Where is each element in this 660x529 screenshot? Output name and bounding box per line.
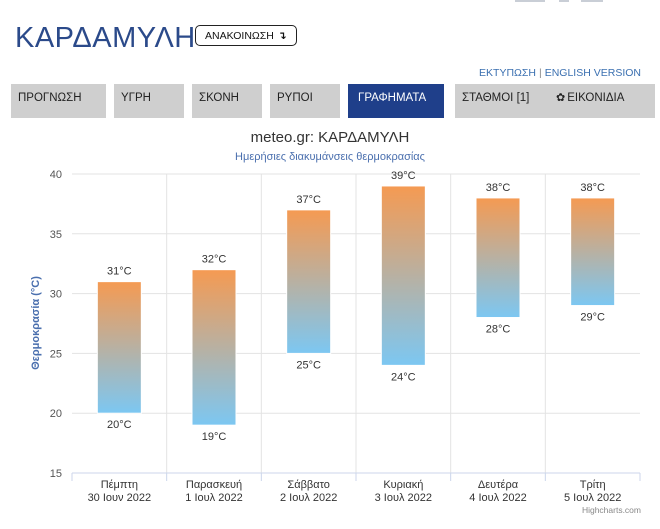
- y-tick-label: 20: [50, 408, 62, 420]
- page-title: ΚΑΡΔΑΜΥΛΗ: [15, 22, 196, 54]
- y-tick-label: 35: [50, 229, 62, 241]
- x-tick-label-date: 30 Ιουν 2022: [88, 492, 152, 504]
- tab-pollutants[interactable]: ΡΥΠΟΙ: [270, 84, 340, 118]
- down-arrow-icon: ↴: [277, 30, 287, 42]
- nav-tabs: ΠΡΟΓΝΩΣΗ ΥΓΡΗ ΣΚΟΝΗ ΡΥΠΟΙ ΓΡΑΦΗΜΑΤΑ ΣΤΑΘ…: [11, 84, 660, 118]
- min-temp-label: 19°C: [202, 431, 227, 443]
- print-link[interactable]: ΕΚΤΥΠΩΣΗ: [479, 67, 536, 79]
- x-tick-label-day: Δευτέρα: [478, 479, 519, 491]
- x-tick-label-date: 5 Ιουλ 2022: [564, 492, 621, 504]
- tab-dust[interactable]: ΣΚΟΝΗ: [192, 84, 262, 118]
- chart-subtitle: Ημερήσιες διακυμάνσεις θερμοκρασίας: [235, 151, 425, 163]
- x-tick-label-day: Κυριακή: [383, 479, 423, 491]
- y-tick-label: 15: [50, 468, 62, 480]
- max-temp-label: 39°C: [391, 170, 416, 182]
- min-temp-label: 24°C: [391, 371, 416, 383]
- tab-label: ΠΡΟΓΝΩΣΗ: [18, 92, 82, 104]
- temperature-range-bar: [96, 281, 142, 414]
- x-tick-label-day: Πέμπτη: [101, 479, 138, 491]
- tab-label: ΣΚΟΝΗ: [199, 92, 239, 104]
- announcement-button[interactable]: ΑΝΑΚΟΙΝΩΣΗ ↴: [195, 25, 297, 46]
- min-temp-label: 25°C: [296, 359, 321, 371]
- temperature-range-bar: [191, 269, 237, 426]
- tab-label: ΓΡΑΦΗΜΑΤΑ: [358, 92, 427, 104]
- tab-forecast[interactable]: ΠΡΟΓΝΩΣΗ: [11, 84, 106, 118]
- temperature-range-bar: [380, 185, 426, 366]
- x-tick-label-day: Παρασκευή: [186, 479, 242, 491]
- max-temp-label: 38°C: [486, 182, 511, 194]
- max-temp-label: 38°C: [580, 182, 605, 194]
- tab-stations[interactable]: ΣΤΑΘΜΟΙ [1]: [455, 84, 552, 118]
- x-tick-label-day: Τρίτη: [580, 479, 606, 491]
- english-version-link[interactable]: ENGLISH VERSION: [544, 67, 641, 79]
- x-tick-label-date: 4 Ιουλ 2022: [469, 492, 526, 504]
- chart-title: meteo.gr: ΚΑΡΔΑΜΥΛΗ: [251, 129, 410, 146]
- y-tick-label: 30: [50, 289, 62, 301]
- max-temp-label: 32°C: [202, 254, 227, 266]
- max-temp-label: 31°C: [107, 266, 132, 278]
- temperature-range-bar: [475, 197, 521, 319]
- tab-icons[interactable]: ✿ ΕΙΚΟΝΙΔΙΑ: [549, 84, 655, 118]
- x-tick-label-date: 3 Ιουλ 2022: [375, 492, 432, 504]
- min-temp-label: 20°C: [107, 419, 132, 431]
- top-links: ΕΚΤΥΠΩΣΗ | ENGLISH VERSION: [479, 67, 641, 79]
- tab-charts[interactable]: ΓΡΑΦΗΜΑΤΑ: [348, 84, 444, 118]
- temperature-range-bar: [570, 197, 616, 307]
- chart-credits[interactable]: Highcharts.com: [581, 505, 641, 515]
- gear-icon: ✿: [556, 92, 566, 104]
- x-tick-label-date: 1 Ιουλ 2022: [185, 492, 242, 504]
- tab-label: ΕΙΚΟΝΙΔΙΑ: [567, 92, 625, 104]
- max-temp-label: 37°C: [296, 194, 321, 206]
- tab-label: ΣΤΑΘΜΟΙ [1]: [462, 92, 530, 104]
- y-tick-label: 40: [50, 169, 62, 181]
- tab-label: ΥΓΡΗ: [121, 92, 151, 104]
- tab-label: ΡΥΠΟΙ: [277, 92, 313, 104]
- min-temp-label: 29°C: [580, 312, 605, 324]
- temperature-range-bar: [286, 209, 332, 354]
- y-tick-label: 25: [50, 348, 62, 360]
- x-tick-label-date: 2 Ιουλ 2022: [280, 492, 337, 504]
- x-tick-label-day: Σάββατο: [287, 479, 329, 491]
- tab-humidity[interactable]: ΥΓΡΗ: [114, 84, 184, 118]
- min-temp-label: 28°C: [486, 324, 511, 336]
- y-axis-title: Θερμοκρασία (°C): [30, 276, 42, 370]
- link-separator: |: [538, 67, 542, 79]
- logo-fragment: [515, 0, 615, 3]
- announcement-label: ΑΝΑΚΟΙΝΩΣΗ: [205, 30, 274, 42]
